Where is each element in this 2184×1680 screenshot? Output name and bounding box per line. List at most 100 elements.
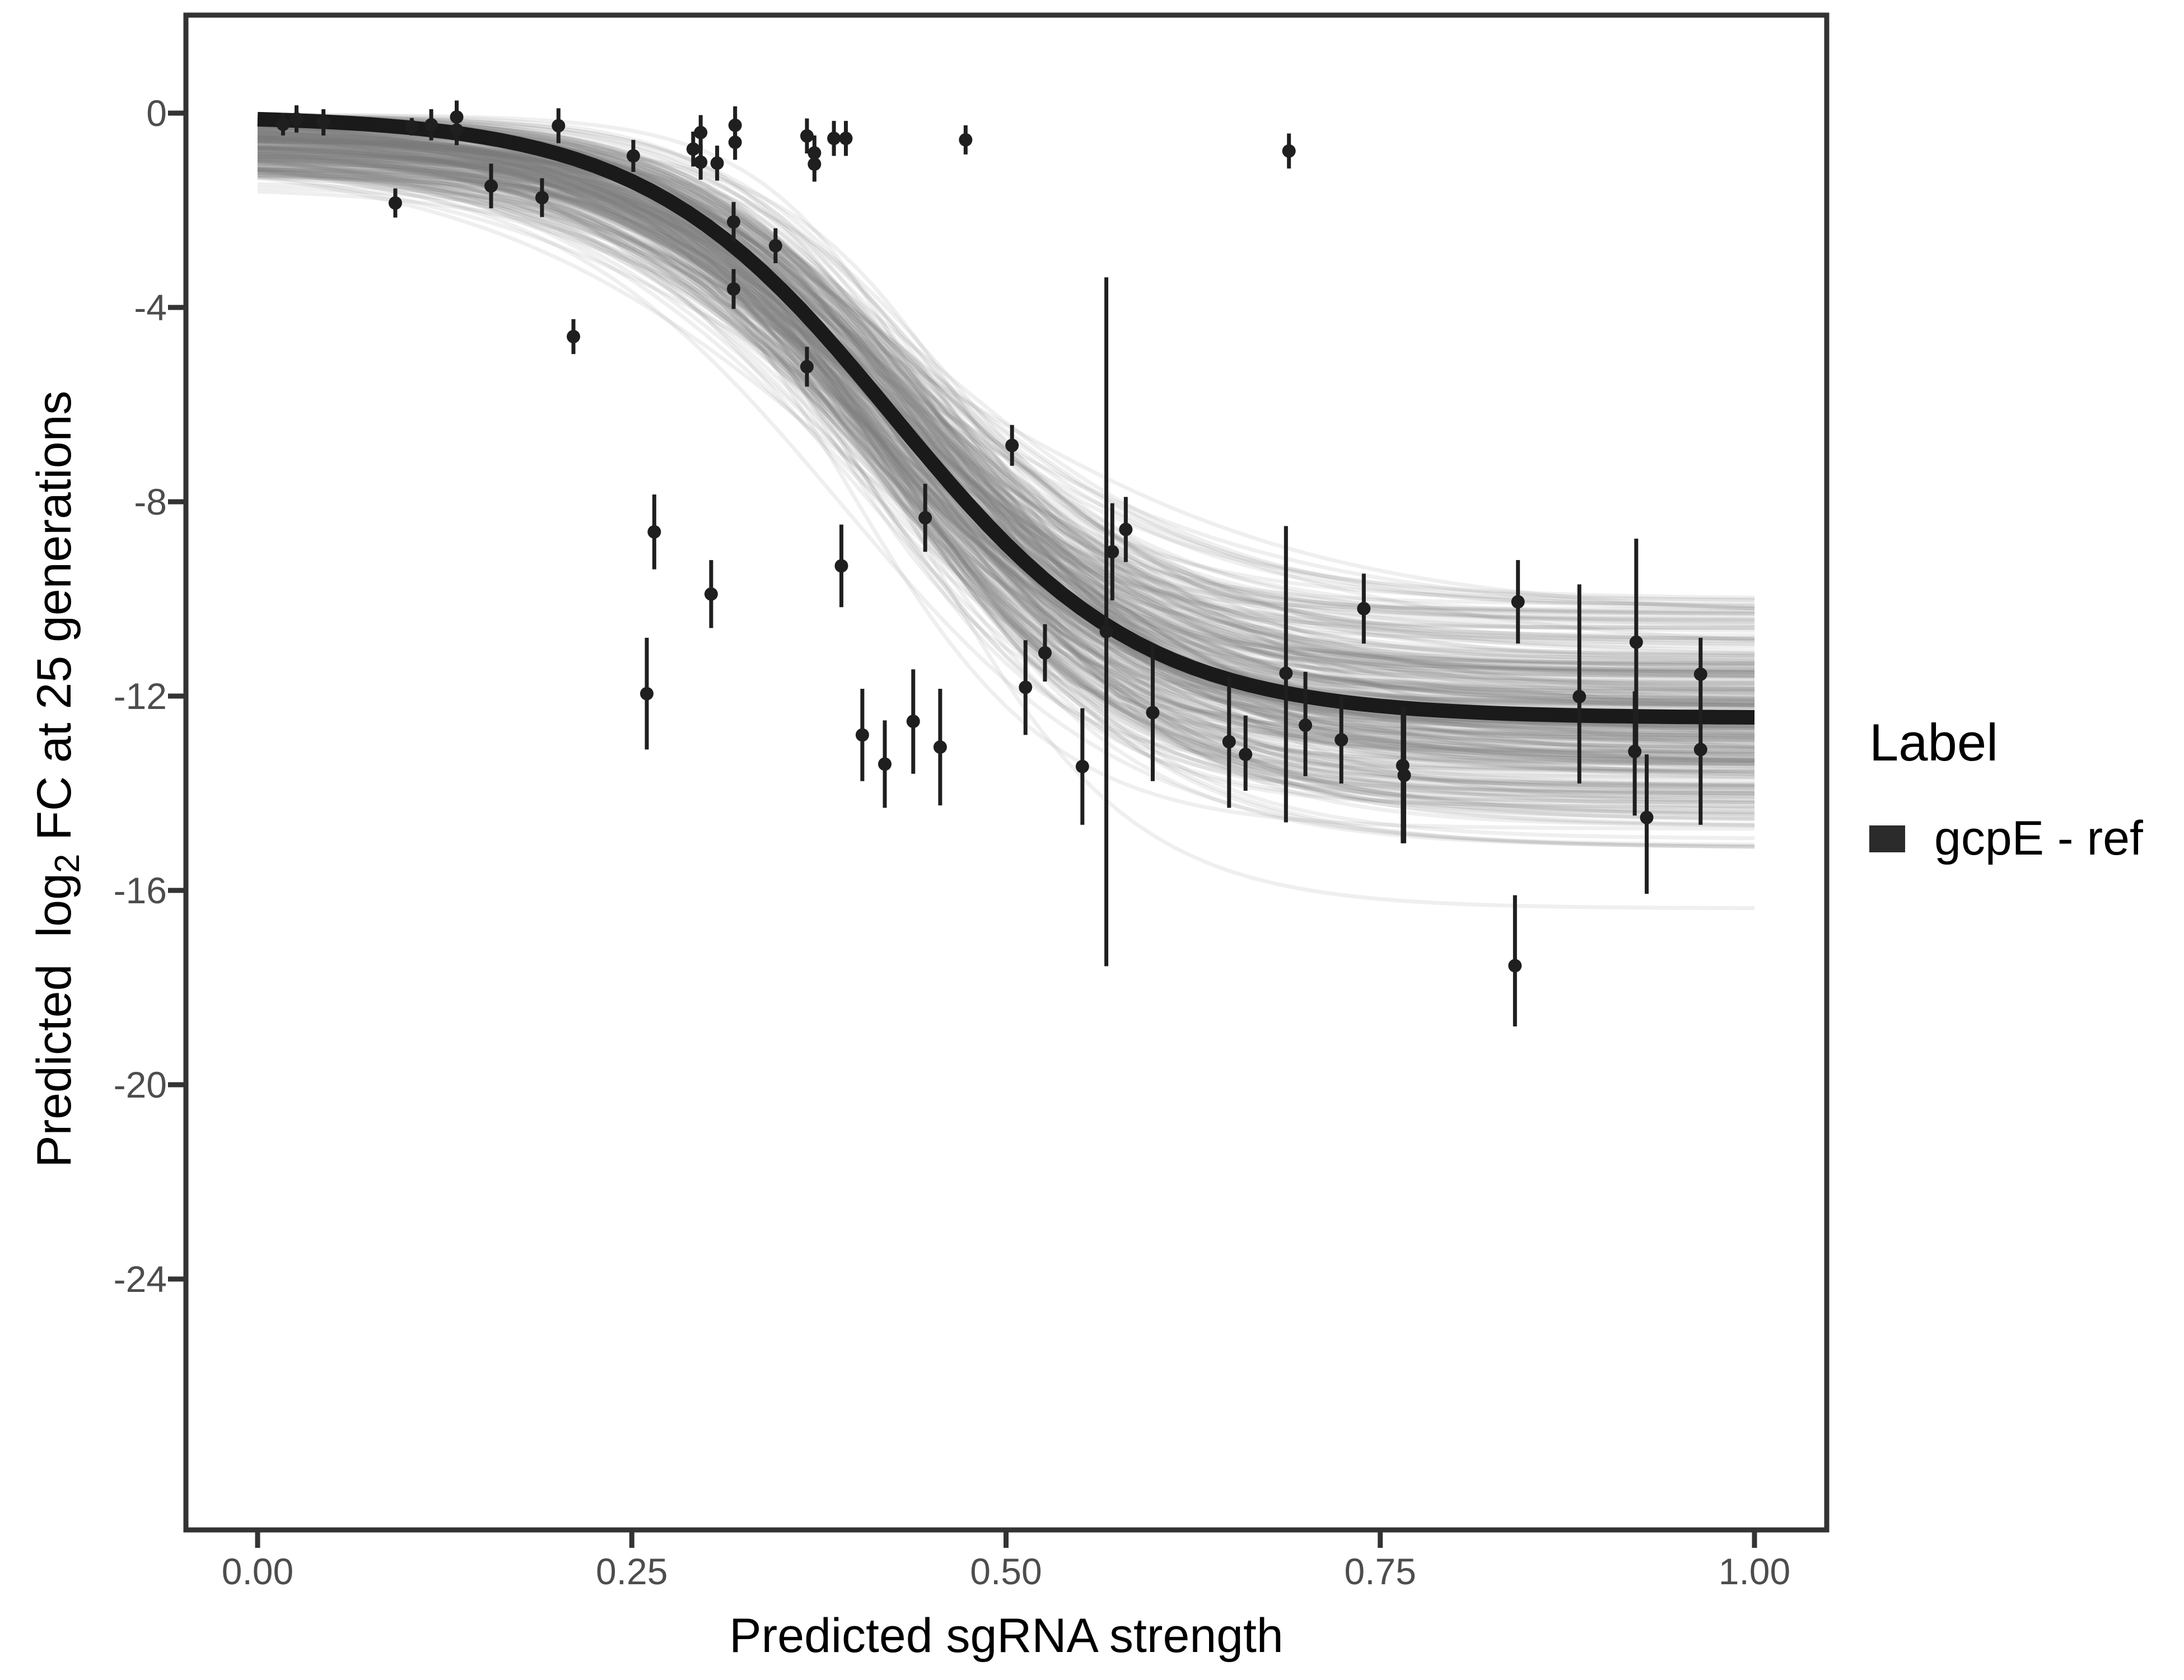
posterior-draw-curve [257,126,1755,847]
posterior-draw-curve [257,141,1755,685]
posterior-draw-curve [257,153,1755,749]
data-point [959,133,973,147]
data-point [1239,748,1253,762]
posterior-draw-curve [257,127,1755,715]
posterior-draw-curve [257,134,1755,740]
y-tick-label: -4 [134,287,167,328]
posterior-draw-curve [257,171,1755,788]
posterior-draw-curve [257,152,1755,679]
data-point [878,757,892,771]
posterior-draw-curve [257,121,1755,704]
x-tick-label: 0.25 [596,1551,668,1592]
posterior-draw-curve [257,113,1754,630]
data-point [1222,735,1236,749]
posterior-draw-curve [257,153,1755,690]
axis-ticks [168,110,1757,1548]
data-point [1005,438,1019,452]
data-point [1693,743,1707,757]
posterior-draw-curve [257,144,1754,611]
pointrange-layer [276,100,1707,1026]
posterior-draw-curve [257,140,1755,702]
data-point [316,115,330,129]
data-point [727,282,741,296]
posterior-draw-curve [257,132,1755,756]
posterior-draw-curve [257,173,1755,613]
data-point [827,132,841,146]
posterior-draw-curve [257,156,1755,757]
data-point [290,112,304,126]
posterior-draw-curve [257,166,1755,649]
data-point [450,123,464,137]
posterior-draw-curve [257,171,1755,849]
posterior-draw-curve [257,152,1755,762]
data-point [727,215,741,229]
posterior-draw-curve [257,152,1755,675]
posterior-draw-curve [257,130,1755,768]
posterior-draw-curve [257,175,1755,657]
posterior-draw-curve [257,145,1754,687]
posterior-draw-curve [257,134,1755,726]
posterior-draw-curve [257,157,1755,763]
posterior-draw-curve [257,114,1755,679]
posterior-draw-curve [257,156,1755,674]
data-point [855,728,869,742]
x-tick-label: 1.00 [1718,1551,1791,1592]
posterior-draw-curve [257,147,1755,799]
posterior-draw-curve [257,147,1755,688]
posterior-draw-curve [257,133,1755,654]
posterior-draw-curve [257,158,1754,641]
posterior-draw-curve [257,164,1755,828]
posterior-draw-curve [257,120,1755,675]
posterior-draw-curve [257,122,1755,703]
posterior-draw-curve [257,130,1755,671]
posterior-draw-curve [257,139,1755,790]
posterior-draw-curve [257,159,1755,697]
posterior-draw-curve [257,114,1754,739]
posterior-draw-curve [257,169,1755,769]
posterior-draw-curve [257,157,1755,757]
posterior-draw-curve [257,165,1755,683]
data-point [484,179,498,193]
posterior-draw-curve [257,137,1755,763]
posterior-draw-curve [258,113,1754,705]
data-point [1628,744,1642,758]
posterior-draw-curve [257,148,1755,711]
posterior-draw-curve [257,144,1755,741]
posterior-draw-curve [257,132,1755,786]
posterior-draw-curve [257,148,1755,804]
posterior-draw-curve [257,142,1755,606]
data-point [1105,545,1119,559]
posterior-draw-curve [257,140,1755,733]
posterior-draw-curve [257,146,1755,621]
posterior-draw-curve [257,137,1755,704]
data-point [704,587,718,601]
posterior-draw-curve [257,139,1755,814]
data-point [1146,706,1160,720]
data-point [1693,667,1707,681]
posterior-draw-curve [257,136,1755,740]
posterior-draw-curve [257,155,1754,615]
posterior-draw-curve [257,141,1755,772]
posterior-draw-curve [257,167,1755,788]
posterior-draw-curve [257,147,1755,795]
posterior-draw-curve [257,124,1755,729]
posterior-draw-curve [257,135,1755,710]
posterior-draw-curve [257,118,1755,788]
posterior-draw-curve [257,128,1755,745]
posterior-draw-curve [257,136,1755,736]
posterior-draw-curve [257,157,1755,675]
posterior-draw-curve [257,126,1755,749]
posterior-draw-curve [257,122,1754,831]
posterior-draw-curve [257,156,1754,771]
posterior-draw-curve [257,146,1755,707]
posterior-draw-curve [257,139,1754,764]
data-point [839,132,853,146]
legend-item: gcpE - ref [1869,811,2143,866]
posterior-draw-curve [257,138,1755,674]
posterior-draw-curve [257,155,1754,742]
y-axis-title-post: FC at 25 generations [27,390,81,854]
posterior-draw-curve [257,154,1755,739]
data-point [647,525,661,539]
data-point [933,740,947,754]
data-point [800,129,814,143]
